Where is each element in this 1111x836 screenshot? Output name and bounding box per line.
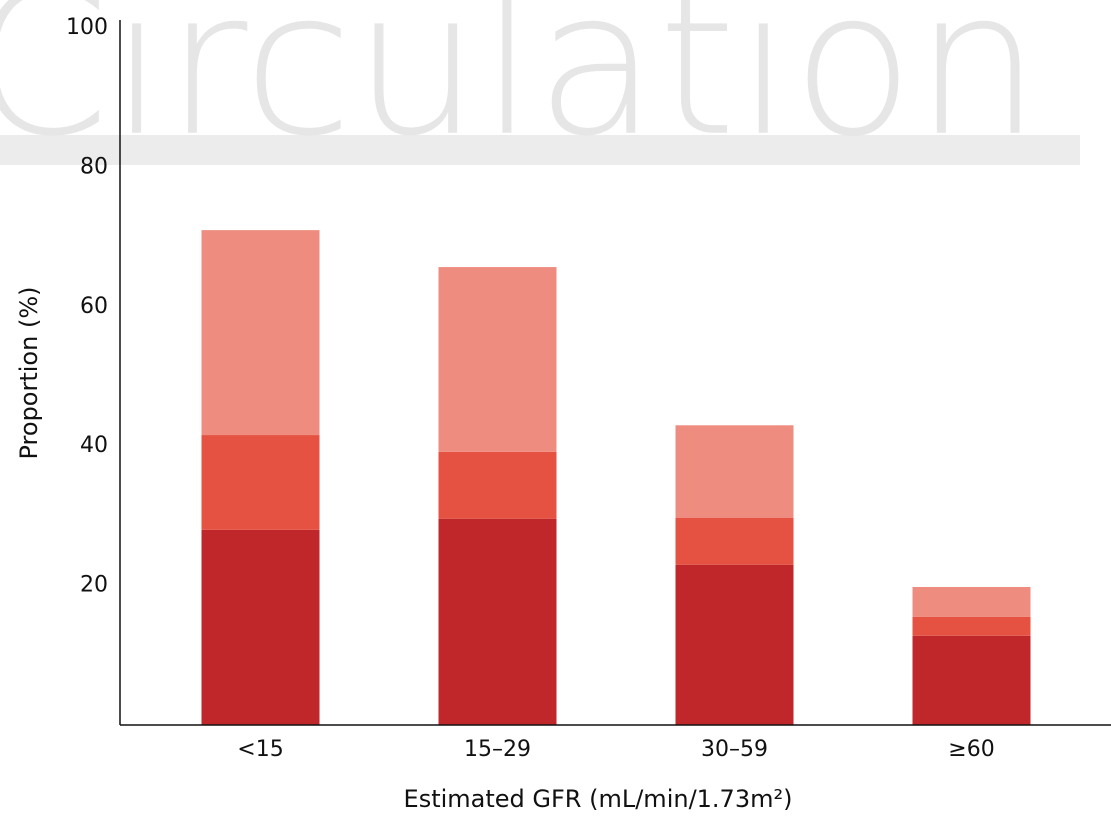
y-tick-label: 60 [80,294,108,319]
y-tick-label: 100 [66,15,108,40]
y-tick-label: 80 [80,154,108,179]
y-tick-label: 20 [80,573,108,598]
x-tick-label: 15–29 [464,737,531,762]
x-tick-label: 30–59 [701,737,768,762]
watermark: Circulation [0,0,1041,181]
bar-segment [912,616,1031,636]
bar-segment [201,529,320,725]
bar-segment [438,267,557,452]
bar-segment [201,435,320,530]
bar-segment [438,518,557,725]
y-tick-label: 40 [80,433,108,458]
bar-segment [438,451,557,519]
bar-segment [675,517,794,565]
y-axis-title: Proportion (%) [15,287,43,460]
x-axis-title: Estimated GFR (mL/min/1.73m²) [404,785,793,813]
watermark-band [0,135,1080,165]
bar-segment [912,635,1031,725]
bar-segment [675,564,794,725]
bar-segment [675,425,794,518]
bar-segment [912,586,1031,617]
x-tick-label: <15 [237,737,283,762]
x-tick-label: ≥60 [948,737,994,762]
bar-segment [201,230,320,436]
